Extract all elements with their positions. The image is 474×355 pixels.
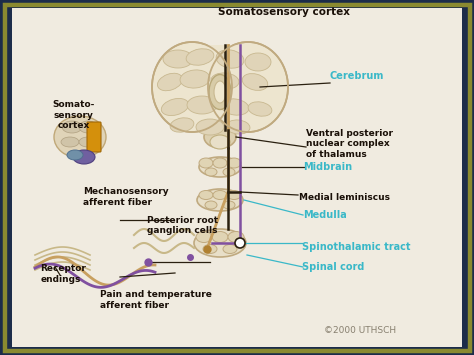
Ellipse shape	[205, 201, 217, 209]
Ellipse shape	[208, 42, 288, 132]
Ellipse shape	[223, 168, 235, 176]
Ellipse shape	[245, 53, 271, 71]
Ellipse shape	[214, 81, 226, 103]
Ellipse shape	[227, 158, 241, 168]
Text: Ventral posterior
nuclear complex
of thalamus: Ventral posterior nuclear complex of tha…	[306, 129, 393, 159]
Ellipse shape	[157, 73, 182, 91]
Ellipse shape	[212, 231, 228, 242]
Ellipse shape	[226, 120, 250, 134]
Ellipse shape	[204, 126, 236, 148]
Ellipse shape	[221, 99, 249, 115]
Text: Spinothalamic tract: Spinothalamic tract	[302, 242, 411, 252]
Ellipse shape	[196, 119, 224, 135]
Text: Posterior root
ganglion cells: Posterior root ganglion cells	[147, 216, 218, 235]
Ellipse shape	[161, 98, 189, 115]
Text: Medulla: Medulla	[303, 211, 347, 220]
Ellipse shape	[54, 116, 106, 158]
Ellipse shape	[205, 168, 217, 176]
Ellipse shape	[213, 158, 227, 168]
Ellipse shape	[194, 229, 246, 257]
Ellipse shape	[210, 135, 230, 149]
Ellipse shape	[61, 137, 79, 147]
Text: Spinal cord: Spinal cord	[302, 262, 365, 272]
Text: Pain and temperature
afferent fiber: Pain and temperature afferent fiber	[100, 290, 211, 310]
Ellipse shape	[227, 191, 241, 200]
Text: Somato-
sensory
cortex: Somato- sensory cortex	[52, 100, 95, 130]
Circle shape	[235, 238, 245, 248]
Ellipse shape	[180, 70, 210, 88]
Ellipse shape	[187, 96, 217, 114]
Text: Somatosensory cortex: Somatosensory cortex	[219, 7, 350, 17]
Ellipse shape	[79, 121, 97, 133]
Ellipse shape	[67, 150, 83, 160]
Ellipse shape	[223, 201, 235, 209]
Ellipse shape	[203, 245, 217, 253]
Ellipse shape	[62, 121, 82, 133]
Ellipse shape	[79, 137, 97, 147]
Ellipse shape	[186, 49, 214, 65]
Ellipse shape	[163, 50, 193, 68]
Ellipse shape	[170, 118, 194, 132]
Ellipse shape	[199, 158, 213, 168]
Bar	[200, 45, 240, 129]
Text: ©2000 UTHSCH: ©2000 UTHSCH	[324, 326, 396, 335]
Ellipse shape	[152, 42, 232, 132]
Ellipse shape	[199, 191, 213, 200]
Ellipse shape	[228, 231, 244, 242]
Ellipse shape	[209, 75, 231, 109]
Text: Receptor
endings: Receptor endings	[40, 264, 86, 284]
Ellipse shape	[242, 73, 268, 91]
Ellipse shape	[248, 102, 272, 116]
Ellipse shape	[216, 50, 244, 68]
Ellipse shape	[196, 231, 212, 242]
Ellipse shape	[199, 157, 241, 177]
Text: Cerebrum: Cerebrum	[329, 71, 384, 81]
Ellipse shape	[223, 245, 237, 253]
Text: Medial leminiscus: Medial leminiscus	[299, 192, 390, 202]
Ellipse shape	[73, 150, 95, 164]
FancyBboxPatch shape	[87, 122, 101, 152]
Ellipse shape	[211, 73, 239, 89]
Ellipse shape	[197, 189, 243, 211]
Text: Mechanosensory
afferent fiber: Mechanosensory afferent fiber	[83, 187, 169, 207]
Ellipse shape	[213, 191, 227, 200]
Text: Midbrain: Midbrain	[303, 162, 353, 172]
